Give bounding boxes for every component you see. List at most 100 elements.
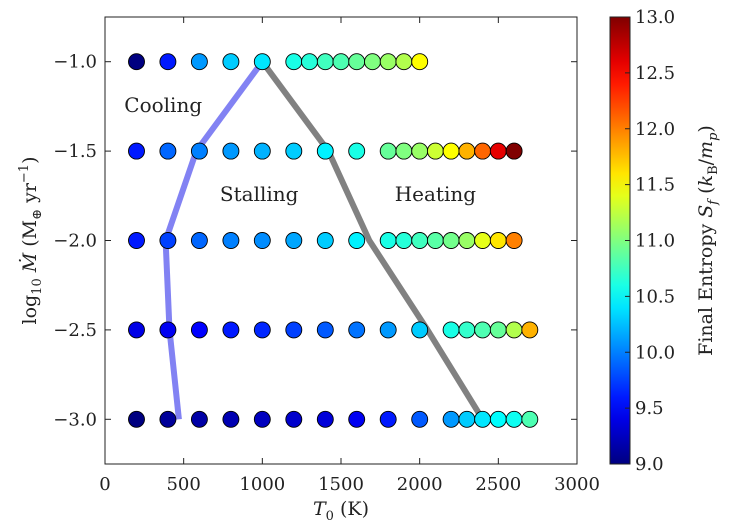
data-point [442,232,460,249]
data-point [222,410,240,428]
data-point [159,142,177,160]
data-point [190,232,208,249]
data-point [411,232,429,249]
data-point [285,53,303,71]
region-label-stalling: Stalling [220,182,299,206]
data-point [222,232,240,249]
data-point [253,142,271,160]
data-point [285,410,303,428]
data-point [411,321,429,339]
data-point [316,53,334,71]
colorbar-tick-label: 9.0 [635,454,664,475]
data-point [222,53,240,71]
data-point [316,232,334,249]
data-point [426,142,444,160]
data-point [332,53,350,71]
colorbar-tick-label: 10.5 [635,286,675,307]
data-point [301,53,318,71]
axes: 0 500 1000 1500 2000 2500 3000 −1.0 −1.5 −2.0 −2.5… [17,16,600,523]
plot-area: Cooling Stalling Heating [124,53,539,428]
data-point [364,53,381,71]
data-point [442,410,460,428]
data-point [128,321,145,339]
data-point [159,53,177,71]
data-point [442,142,460,160]
data-point [505,321,523,339]
data-point [253,232,271,249]
data-point [348,142,366,160]
y-tick-label: −3.0 [53,409,97,430]
data-point [128,232,145,249]
y-tick-label: −1.0 [53,52,97,73]
data-point [222,321,240,339]
x-tick-label: 1500 [318,474,364,495]
data-point [458,232,476,249]
x-tick-label: 1000 [239,474,285,495]
data-point [190,53,208,71]
data-point [348,232,366,249]
data-point [159,410,177,428]
data-point [411,410,429,428]
colorbar: 9.0 9.5 10.0 10.5 11.0 11.5 12.0 12.5 13.0 Final … [609,7,721,475]
data-point [442,321,460,339]
data-point [285,232,303,249]
y-axis-label: log10 Ṁ (M⊕ yr−1) [17,156,45,324]
data-point [458,142,476,160]
data-point [395,232,413,249]
data-point [253,321,271,339]
data-point [285,321,303,339]
data-point [474,410,492,428]
x-tick-label: 0 [99,474,110,495]
data-point [379,321,397,339]
colorbar-tick-label: 10.0 [635,342,675,363]
data-point [395,142,413,160]
x-tick-label: 500 [166,474,200,495]
y-tick-label: −1.5 [53,141,97,162]
data-point [489,232,507,249]
colorbar-tick-label: 12.0 [635,119,675,140]
x-tick-label: 2000 [397,474,443,495]
data-point [411,142,429,160]
colorbar-tick-label: 9.5 [635,398,664,419]
data-point [489,410,507,428]
data-point [316,410,334,428]
x-tick-label: 3000 [554,474,600,495]
colorbar-tick-label: 11.0 [635,231,675,252]
data-point [521,321,539,339]
boundary-line-stalling-heating [259,59,486,421]
data-point [379,410,397,428]
data-point [426,232,444,249]
data-point [395,53,413,71]
data-point [316,142,334,160]
data-point [379,53,397,71]
data-point [505,410,523,428]
region-label-cooling: Cooling [124,93,202,117]
data-point [505,142,523,160]
data-point [489,321,507,339]
data-point [128,53,145,71]
data-point [474,321,492,339]
y-tick-label: −2.0 [53,231,97,252]
data-point [474,232,492,249]
data-point [222,142,240,160]
data-point [521,410,539,428]
data-point [190,142,208,160]
data-point [253,53,271,71]
data-point [379,232,397,249]
y-tick-label: −2.5 [53,320,97,341]
data-point [285,142,303,160]
data-point [505,232,523,249]
data-point [190,321,208,339]
data-point [348,321,366,339]
x-tick-label: 2500 [475,474,521,495]
data-point [379,142,397,160]
data-point [128,410,145,428]
data-point [458,410,476,428]
data-point [159,232,177,249]
data-point [474,142,492,160]
colorbar-tick-label: 12.5 [635,63,675,84]
data-point [411,53,429,71]
colorbar-tick-label: 13.0 [635,7,675,28]
data-point [489,142,507,160]
